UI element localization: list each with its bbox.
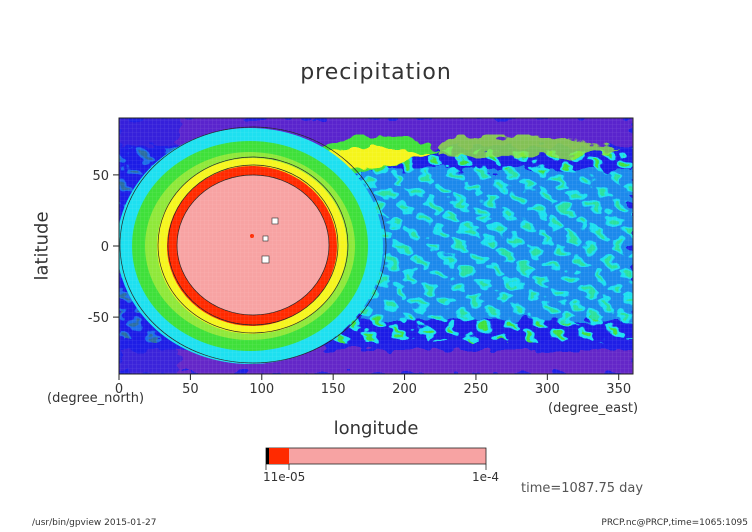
colorbar-label-max: 1e-4 <box>472 470 499 484</box>
field-gridlines <box>119 118 633 374</box>
colorbar-swatch-1 <box>266 448 269 464</box>
x-tick-label-5: 250 <box>464 382 489 397</box>
footer-left: /usr/bin/gpview 2015-01-27 <box>32 518 157 528</box>
y-tick-label-1: 0 <box>101 240 109 255</box>
y-tick-label-2: 50 <box>92 169 109 184</box>
x-tick-label-4: 200 <box>392 382 417 397</box>
x-tick-label-7: 350 <box>606 382 631 397</box>
x-tick-label-0: 0 <box>115 382 123 397</box>
x-axis-label: longitude <box>333 418 419 439</box>
chart-title: precipitation <box>300 60 452 85</box>
y-tick-label-0: -50 <box>88 311 109 326</box>
y-axis-unit: (degree_north) <box>47 391 145 406</box>
colorbar-swatch-2 <box>269 448 289 464</box>
time-label: time=1087.75 day <box>521 481 644 496</box>
x-tick-label-6: 300 <box>535 382 560 397</box>
heatmap-field <box>119 118 633 374</box>
colorbar-bar <box>265 447 487 465</box>
colorbar-label-overlap: 11e-05 <box>263 470 305 484</box>
x-tick-label-2: 100 <box>249 382 274 397</box>
x-tick-label-3: 150 <box>321 382 346 397</box>
footer-right: PRCP.nc@PRCP,time=1065:1095 <box>601 518 748 528</box>
x-axis-unit: (degree_east) <box>548 401 639 416</box>
colorbar: 11e-05 1e-4 <box>263 447 499 484</box>
axes-layer: 0 50 100 150 200 250 300 350 -50 0 50 <box>88 169 631 397</box>
x-tick-label-1: 50 <box>182 382 199 397</box>
